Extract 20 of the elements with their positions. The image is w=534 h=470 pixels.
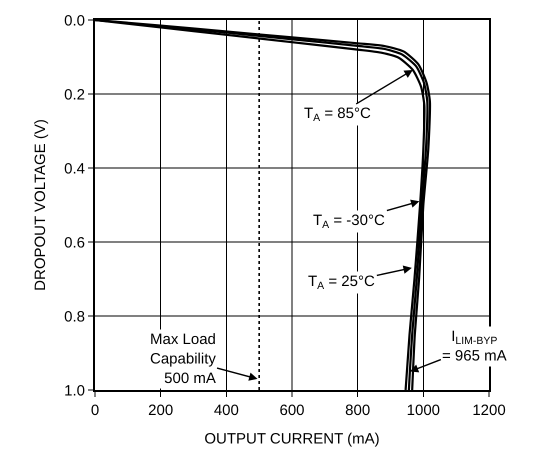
annotation: I$_{LIM-BYP}$ = 965 mA [442,328,507,364]
x-tick-label: 400 [214,402,239,419]
x-tick-label: 0 [90,402,100,419]
annotation: T$_{A}$ = 85°C [304,105,371,124]
y-tick-label: 0.6 [64,234,85,252]
x-tick-label: 1200 [472,402,506,419]
y-tick-label: 0.8 [64,308,85,326]
annotation: T$_{A}$ = -30°C [313,212,385,232]
x-tick-label: 1000 [406,402,440,419]
y-tick-label: 0.4 [64,160,85,178]
x-axis-title: OUTPUT CURRENT (mA) [204,430,380,448]
annotation: T$_{A}$ = 25°C [308,273,375,292]
x-tick-label: 800 [345,402,370,419]
y-axis-title: DROPOUT VOLTAGE (V) [32,119,49,291]
y-tick-label: 0.0 [64,12,85,30]
x-tick-label: 200 [148,402,174,419]
annotation: Max Load Capability 500 mA [150,331,216,387]
y-tick-label: 1.0 [64,382,85,400]
y-tick-label: 0.2 [64,86,85,104]
x-tick-label: 600 [279,402,305,419]
